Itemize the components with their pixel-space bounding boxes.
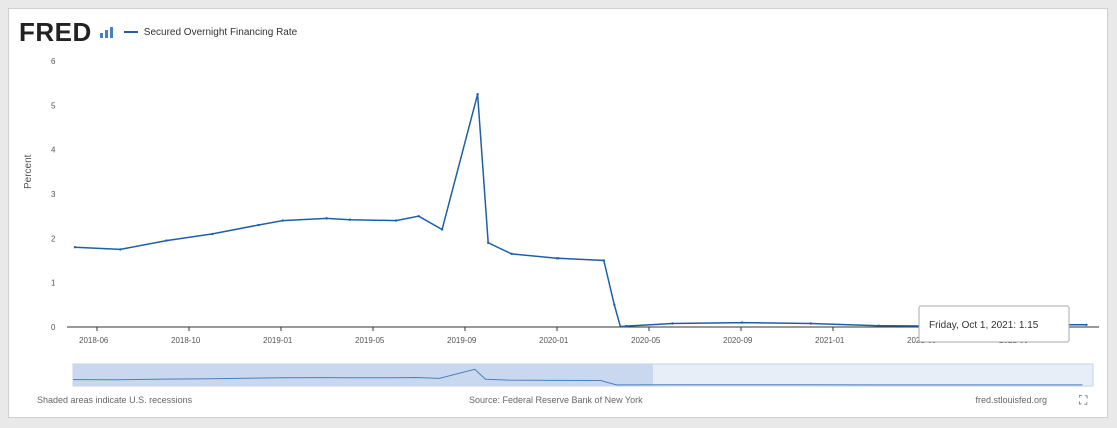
data-point[interactable] [613, 303, 616, 307]
data-point[interactable] [877, 324, 880, 327]
chart-svg[interactable]: 0 1 2 3 4 5 6 2018-06 2018-10 2019-01 2019-05 2019… [9, 9, 1109, 389]
data-point[interactable] [602, 259, 605, 262]
data-point[interactable] [510, 252, 513, 256]
data-point[interactable] [119, 248, 122, 251]
data-point[interactable] [1085, 323, 1088, 326]
tooltip-text: Friday, Oct 1, 2021: 1.15 [929, 320, 1039, 331]
data-point[interactable] [625, 324, 628, 328]
x-tick-label: 2019-05 [355, 336, 385, 345]
chart-header: FRED Secured Overnight Financing Rate [19, 17, 297, 47]
legend-label: Secured Overnight Financing Rate [143, 26, 298, 38]
range-slider[interactable] [72, 363, 1094, 387]
x-tick-label: 2020-05 [631, 336, 661, 345]
data-point[interactable] [165, 239, 168, 242]
x-tick-label: 2018-06 [79, 336, 109, 345]
data-point[interactable] [740, 321, 744, 324]
y-tick-label: 0 [51, 323, 56, 332]
data-point[interactable] [257, 223, 260, 227]
data-point[interactable] [348, 218, 352, 221]
y-tick-label: 5 [51, 101, 56, 110]
y-tick-label: 2 [51, 234, 56, 243]
fred-logo-icon [99, 26, 116, 38]
data-point[interactable] [671, 322, 674, 325]
data-point[interactable] [325, 217, 328, 220]
x-tick-label: 2020-09 [723, 336, 753, 345]
data-point[interactable] [73, 246, 77, 249]
x-tick-label: 2018-10 [171, 336, 201, 345]
data-point[interactable] [394, 219, 398, 222]
x-tick-label: 2019-09 [447, 336, 477, 345]
series-line[interactable] [74, 94, 1087, 328]
tooltip-box [918, 305, 1070, 343]
footer-url[interactable]: fred.stlouisfed.org [975, 395, 1047, 405]
y-tick-label: 4 [51, 146, 56, 155]
range-slider-miniline [72, 368, 1083, 386]
x-axis: 2018-06 2018-10 2019-01 2019-05 2019-09 2020-… [79, 327, 1029, 345]
tooltip: Friday, Oct 1, 2021: 1.15 [918, 305, 1070, 343]
data-point[interactable] [486, 241, 490, 244]
legend-swatch [123, 31, 138, 33]
legend-item[interactable]: Secured Overnight Financing Rate [123, 26, 298, 38]
fullscreen-icon[interactable]: ⛶ [1079, 393, 1088, 407]
chart-footer: Shaded areas indicate U.S. recessions So… [19, 391, 1097, 411]
chart-frame: FRED Secured Overnight Financing Rate Pe… [8, 8, 1108, 418]
footer-recession-note: Shaded areas indicate U.S. recessions [37, 395, 193, 405]
data-point[interactable] [809, 322, 812, 325]
data-point[interactable] [417, 214, 420, 218]
footer-source: Source: Federal Reserve Bank of New York [469, 395, 643, 405]
range-slider-selection[interactable] [73, 364, 653, 386]
data-point[interactable] [281, 219, 284, 222]
data-point[interactable] [476, 93, 479, 96]
data-point[interactable] [440, 228, 444, 231]
data-point[interactable] [557, 257, 560, 260]
x-tick-label: 2019-01 [263, 336, 293, 345]
y-tick-label: 1 [51, 279, 56, 288]
data-point[interactable] [211, 232, 214, 236]
fred-logo[interactable]: FRED [19, 16, 92, 47]
y-tick-label: 3 [51, 190, 56, 199]
x-tick-label: 2021-01 [815, 336, 845, 345]
series-group [73, 93, 1088, 328]
x-tick-label: 2020-01 [539, 336, 569, 345]
y-axis: 0 1 2 3 4 5 6 [51, 57, 56, 332]
y-tick-label: 6 [51, 57, 56, 66]
data-point[interactable] [619, 325, 622, 328]
